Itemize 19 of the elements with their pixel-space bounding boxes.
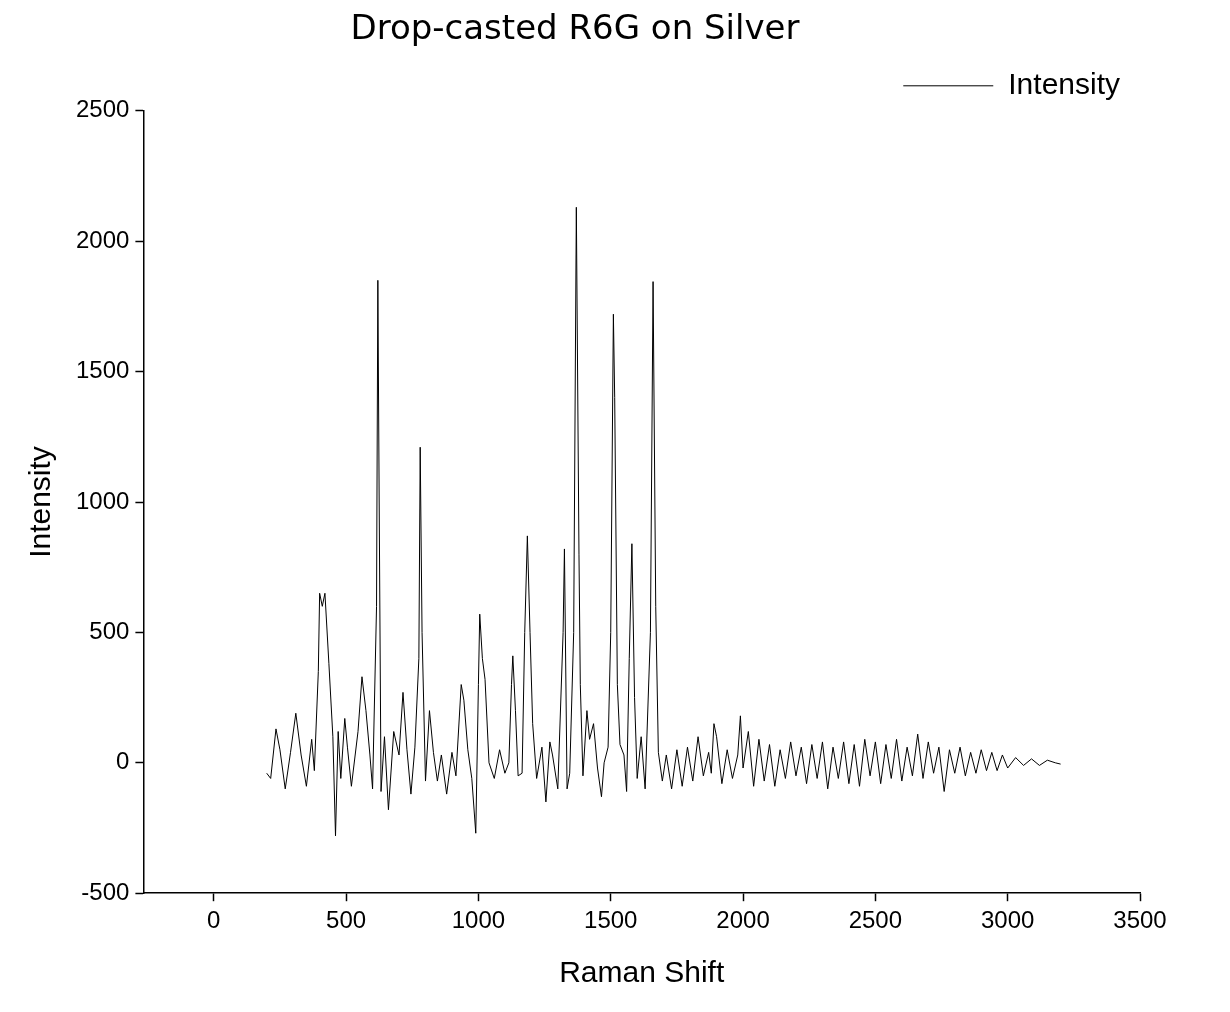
- x-tick-label: 2000: [716, 906, 770, 934]
- x-axis-title: Raman Shift: [559, 955, 725, 989]
- y-axis-title: Intensity: [23, 446, 57, 558]
- y-tick-label: 0: [116, 747, 130, 775]
- y-tick-label: 500: [89, 617, 130, 645]
- x-tick-label: 3000: [980, 906, 1035, 934]
- y-tick-label: 1500: [76, 356, 130, 384]
- x-tick-label: 1500: [584, 906, 638, 934]
- y-tick-label: 2500: [76, 95, 130, 123]
- x-tick-label: 0: [207, 906, 221, 934]
- y-tick-label: -500: [81, 877, 130, 905]
- y-tick-label: 1000: [76, 486, 130, 514]
- y-tick-label: 2000: [76, 225, 130, 253]
- x-tick-label: 500: [326, 906, 367, 934]
- x-tick-label: 1000: [451, 906, 506, 934]
- chart-title: Drop-casted R6G on Silver: [350, 7, 800, 48]
- x-tick-label: 3500: [1113, 906, 1167, 934]
- legend-label: Intensity: [1008, 67, 1121, 101]
- x-tick-label: 2500: [848, 906, 903, 934]
